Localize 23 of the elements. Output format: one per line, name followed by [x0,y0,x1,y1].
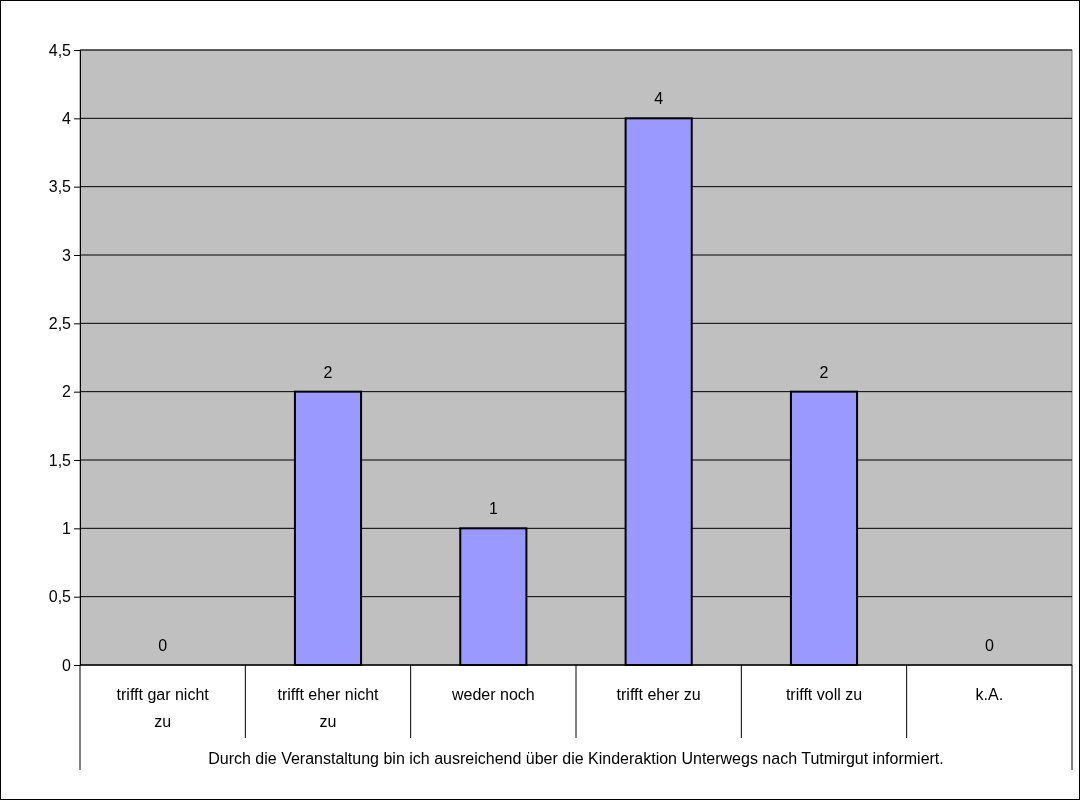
data-label: 2 [819,363,829,381]
y-tick-label: 3,5 [48,178,72,196]
y-tick-label: 4 [62,109,72,127]
x-axis-title: Durch die Veranstaltung bin ich ausreichend über die Kinderaktion Unterwegs nach Tutmirgut informiert. [208,750,944,767]
data-label: 0 [158,637,168,654]
y-tick-label: 0 [62,656,72,674]
x-tick-label: trifft gar nicht zu [116,686,210,730]
x-tick-label: trifft eher nicht zu [277,686,380,730]
data-label: 2 [323,363,333,381]
y-tick-label: 2,5 [48,314,72,332]
y-tick-label: 4,5 [48,41,72,59]
data-label: 4 [654,90,664,108]
x-tick-label: trifft eher zu [616,686,701,703]
y-tick-label: 1,5 [48,451,72,469]
x-tick-label: k.A. [975,686,1004,703]
x-tick-label: weder noch [450,686,535,703]
data-label: 1 [488,500,498,518]
y-tick-label: 3 [62,246,72,264]
y-tick-label: 2 [62,383,72,401]
y-tick-label: 1 [62,519,72,537]
y-tick-label: 0,5 [48,588,72,606]
x-tick-label: trifft voll zu [785,686,863,703]
data-label: 0 [984,637,994,654]
